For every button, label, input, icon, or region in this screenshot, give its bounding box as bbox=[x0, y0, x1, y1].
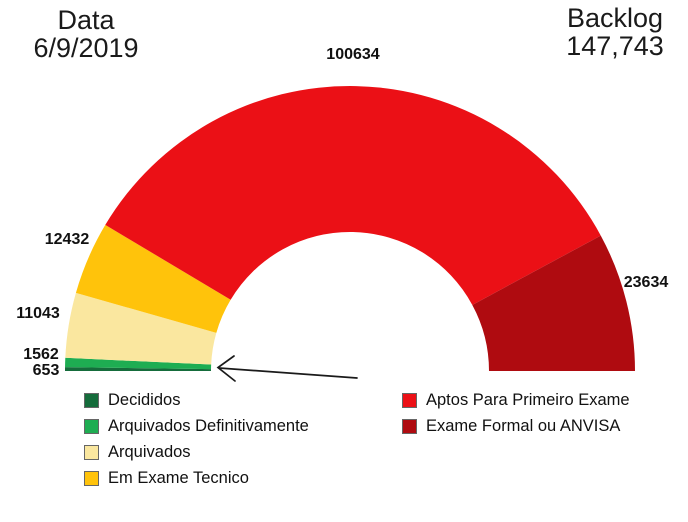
legend-right-column: Aptos Para Primeiro Exame Exame Formal o… bbox=[402, 387, 630, 439]
backlog-label: Backlog bbox=[566, 3, 664, 33]
legend-item-em-exame-tecnico: Em Exame Tecnico bbox=[84, 465, 309, 491]
donut-segment-aptos-para-primeiro-exame bbox=[105, 86, 601, 305]
date-label: Data bbox=[57, 5, 115, 35]
legend-swatch-exame-formal-anvisa bbox=[402, 418, 417, 434]
legend-swatch-arquivados-definitivamente bbox=[84, 418, 99, 434]
date-block: Data 6/9/2019 bbox=[21, 6, 151, 62]
value-label-aptos: 100634 bbox=[326, 46, 380, 63]
legend-swatch-aptos-primeiro-exame bbox=[402, 392, 417, 408]
donut-segment-em-exame-tecnico bbox=[75, 224, 231, 333]
legend-item-decididos: Decididos bbox=[84, 387, 309, 413]
legend-swatch-em-exame-tecnico bbox=[84, 470, 99, 486]
legend-item-arquivados-definitivamente: Arquivados Definitivamente bbox=[84, 413, 309, 439]
donut-segment-arquivados bbox=[65, 292, 217, 365]
annotation-arrow bbox=[216, 355, 358, 382]
value-label-decididos: 653 bbox=[32, 362, 60, 379]
legend-label: Aptos Para Primeiro Exame bbox=[426, 390, 630, 409]
legend-label: Arquivados bbox=[108, 442, 191, 461]
donut-segment-decididos bbox=[65, 367, 212, 371]
legend-label: Arquivados Definitivamente bbox=[108, 416, 309, 435]
legend-swatch-decididos bbox=[84, 392, 99, 408]
legend-left-column: Decididos Arquivados Definitivamente Arq… bbox=[84, 387, 309, 491]
donut-segment-arquivados-definitivamente bbox=[65, 357, 212, 370]
legend-swatch-arquivados bbox=[84, 444, 99, 460]
legend-label: Exame Formal ou ANVISA bbox=[426, 416, 621, 435]
value-label-exame-formal: 23634 bbox=[623, 274, 669, 291]
donut-segment-exame-formal-ou-anvisa bbox=[472, 235, 635, 371]
legend-label: Decididos bbox=[108, 390, 181, 409]
value-label-arq-def: 1562 bbox=[23, 346, 59, 363]
value-label-em-exame: 12432 bbox=[44, 231, 90, 248]
legend-item-exame-formal-anvisa: Exame Formal ou ANVISA bbox=[402, 413, 630, 439]
legend-item-arquivados: Arquivados bbox=[84, 439, 309, 465]
value-label-arquivados: 11043 bbox=[16, 305, 60, 322]
backlog-value: 147,743 bbox=[566, 31, 664, 61]
legend-label: Em Exame Tecnico bbox=[108, 468, 249, 487]
date-value: 6/9/2019 bbox=[33, 33, 139, 63]
legend-item-aptos-primeiro-exame: Aptos Para Primeiro Exame bbox=[402, 387, 630, 413]
backlog-block: Backlog 147,743 bbox=[554, 4, 676, 60]
